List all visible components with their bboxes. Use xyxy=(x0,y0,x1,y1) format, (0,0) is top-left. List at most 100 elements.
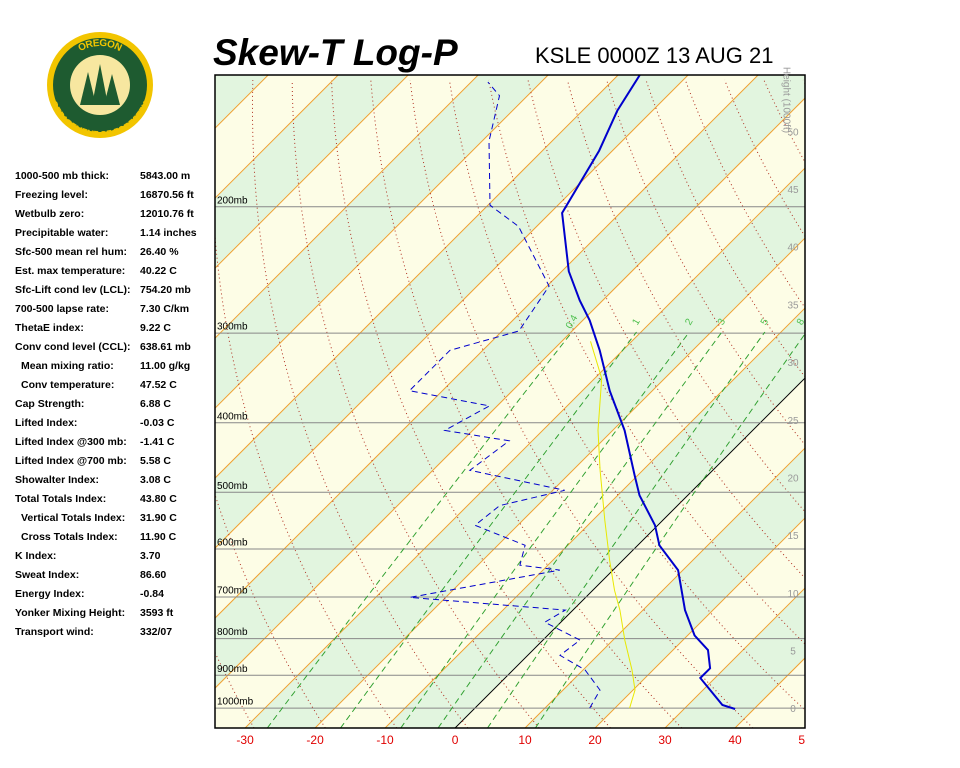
stat-label: Wetbulb zero: xyxy=(15,208,84,220)
logo-tree xyxy=(80,72,96,105)
dry-adiabat xyxy=(843,80,960,728)
stat-label: Lifted Index @300 mb: xyxy=(15,436,127,448)
dry-adiabat xyxy=(724,79,805,238)
stat-label: Cross Totals Index: xyxy=(21,531,118,543)
isotherm xyxy=(215,75,339,199)
x-tick-label: -20 xyxy=(306,733,324,747)
y-tick-label: 700mb xyxy=(217,586,248,597)
dry-adiabat xyxy=(215,230,398,728)
x-axis: -30 -20 -10 0 10 20 30 40 50 xyxy=(236,733,805,747)
mixing-ratio-label: 3 xyxy=(716,317,729,328)
y-tick-label: 200mb xyxy=(217,195,248,206)
stat-value: 12010.76 ft xyxy=(140,208,194,220)
stat-value: 6.88 C xyxy=(140,398,171,410)
stat-label: Mean mixing ratio: xyxy=(21,360,114,372)
isotherm xyxy=(454,377,805,728)
isotherm xyxy=(804,727,805,728)
stat-label: K Index: xyxy=(15,550,56,562)
x-tick-label: 20 xyxy=(588,733,602,747)
isotherm xyxy=(244,167,805,728)
stat-label: Showalter Index: xyxy=(15,474,99,486)
stat-value: 5843.00 m xyxy=(140,170,190,182)
isotherm xyxy=(664,587,805,728)
dry-adiabat xyxy=(488,79,805,645)
stat-value: 47.52 C xyxy=(140,379,177,391)
height-tick-label: 0 xyxy=(790,704,796,715)
plot-overlay: 0.4 1 2 3 5 8200mb300mb400mb500mb600mb700mb80… xyxy=(214,67,808,729)
height-tick-label: 30 xyxy=(787,358,799,369)
stat-label: ThetaE index: xyxy=(15,322,84,334)
stat-label: Sweat Index: xyxy=(15,569,79,581)
isotherm xyxy=(215,75,619,479)
height-tick-label: 40 xyxy=(787,243,799,254)
height-tick-label: 10 xyxy=(787,589,799,600)
stat-label: Freezing level: xyxy=(15,189,88,201)
mixing-ratio-line xyxy=(487,331,766,728)
x-tick-label: 0 xyxy=(452,733,459,747)
stat-value: -1.41 C xyxy=(140,436,175,448)
stat-value: 3.08 C xyxy=(140,474,171,486)
stat-label: Energy Index: xyxy=(15,588,84,600)
isotherm xyxy=(215,75,549,409)
stat-value: 3593 ft xyxy=(140,607,174,619)
logo-tree xyxy=(104,74,120,105)
profile-line xyxy=(590,341,636,709)
mixing-ratio-label: 2 xyxy=(683,317,696,328)
height-tick-label: 20 xyxy=(787,473,799,484)
isotherm-band xyxy=(805,75,960,728)
dry-adiabat xyxy=(370,79,683,728)
x-tick-label: 40 xyxy=(728,733,742,747)
logo-top: OREGON xyxy=(76,37,123,53)
stat-value: 638.61 mb xyxy=(140,341,191,353)
stat-label: Yonker Mixing Height: xyxy=(15,607,125,619)
height-tick-label: 50 xyxy=(787,127,799,138)
mixing-ratio-label: 8 xyxy=(795,317,808,328)
isotherm xyxy=(215,75,479,339)
x-tick-label: -30 xyxy=(236,733,254,747)
stat-label: Lifted Index: xyxy=(15,417,77,429)
stat-label: 700-500 lapse rate: xyxy=(15,303,109,315)
dry-adiabat xyxy=(448,79,805,711)
dry-adiabat xyxy=(921,80,960,728)
stat-value: 7.30 C/km xyxy=(140,303,189,315)
stat-value: 754.20 mb xyxy=(140,284,191,296)
isotherm xyxy=(314,237,805,728)
y-tick-label: 500mb xyxy=(217,481,248,492)
plot-area xyxy=(215,75,960,728)
stat-value: 9.22 C xyxy=(140,322,171,334)
stat-value: 16870.56 ft xyxy=(140,189,194,201)
y-tick-label: 300mb xyxy=(217,322,248,333)
mixing-ratio-label: 1 xyxy=(631,317,644,328)
stat-value: -0.84 xyxy=(140,588,164,600)
stat-value: 86.60 xyxy=(140,569,166,581)
isotherm xyxy=(215,97,805,689)
stat-value: 26.40 % xyxy=(140,246,179,258)
y-tick-label: 600mb xyxy=(217,538,248,549)
height-tick-label: 35 xyxy=(787,300,799,311)
stat-label: Conv temperature: xyxy=(21,379,114,391)
y-tick-label: 400mb xyxy=(217,411,248,422)
stat-value: 11.90 C xyxy=(140,531,177,543)
stat-label: Precipitable water: xyxy=(15,227,108,239)
profile-line xyxy=(408,81,601,709)
stats: 1000-500 mb thick: 5843.00 m Freezing leve… xyxy=(15,170,197,638)
height-axis-label: Height (1000ft) xyxy=(780,67,791,133)
stat-label: Total Totals Index: xyxy=(15,493,106,505)
dry-adiabat xyxy=(802,79,805,85)
x-tick-label: -10 xyxy=(376,733,394,747)
height-tick-label: 5 xyxy=(790,646,796,657)
logo: OREGON DEPARTMENT OF FORESTRY xyxy=(47,32,153,139)
stat-label: Sfc-500 mean rel hum: xyxy=(15,246,127,258)
stat-value: 31.90 C xyxy=(140,512,177,524)
isotherm xyxy=(524,447,805,728)
mixing-ratio-label: 5 xyxy=(759,317,772,328)
mixing-ratio-line xyxy=(340,331,637,728)
stat-value: 11.00 g/kg xyxy=(140,360,190,372)
height-tick-label: 15 xyxy=(787,531,799,542)
dry-adiabat xyxy=(684,79,805,309)
stat-value: -0.03 C xyxy=(140,417,175,429)
y-tick-label: 800mb xyxy=(217,627,248,638)
height-tick-label: 45 xyxy=(787,185,799,196)
stat-value: 43.80 C xyxy=(140,493,177,505)
